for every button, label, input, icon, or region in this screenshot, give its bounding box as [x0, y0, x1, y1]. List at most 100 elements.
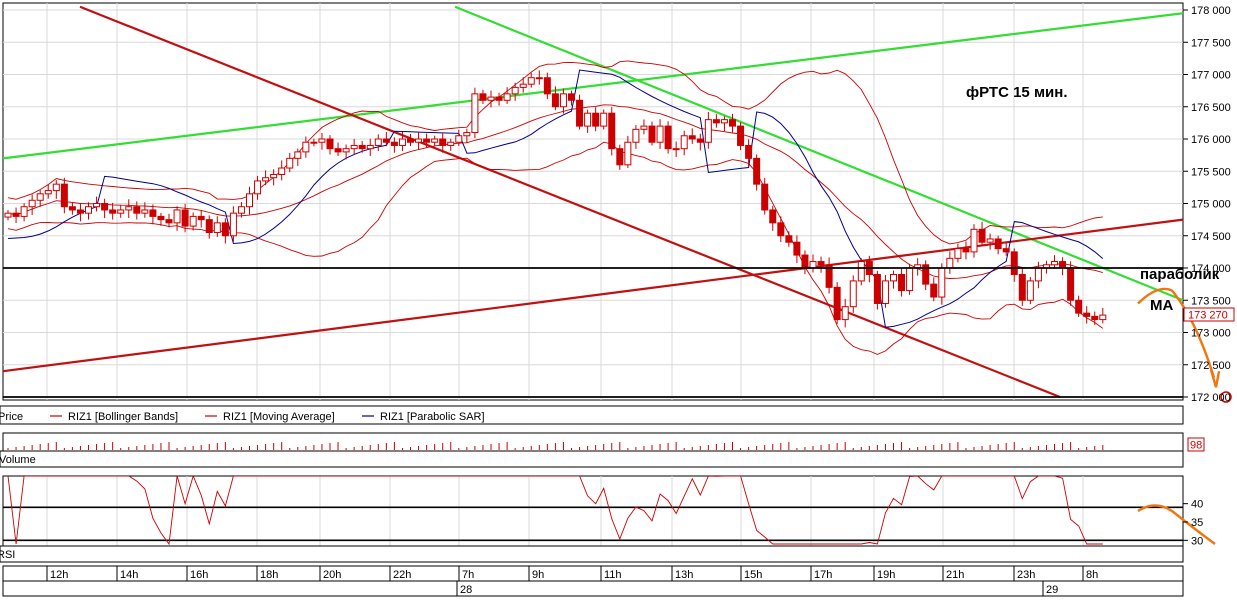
candle	[205, 219, 213, 234]
y-tick-label: 174 000	[1191, 263, 1231, 275]
candle	[761, 183, 769, 211]
candle	[36, 193, 44, 201]
candle	[455, 135, 463, 143]
candle	[624, 141, 632, 166]
candle	[189, 215, 197, 227]
candle	[1002, 248, 1010, 253]
candle	[495, 96, 503, 101]
candle	[44, 190, 52, 195]
candle	[310, 141, 318, 144]
rsi-tick-label: 30	[1191, 535, 1203, 547]
candle	[785, 235, 793, 243]
candle	[326, 138, 334, 150]
candle	[447, 141, 455, 146]
rsi-axis[interactable]: 40 35 30	[1183, 499, 1203, 548]
candle	[600, 112, 608, 127]
time-label: 23h	[1017, 569, 1035, 581]
candle	[374, 138, 382, 146]
forecast-price-arrow	[1137, 287, 1216, 379]
candle	[817, 261, 825, 266]
volume-title-bar	[0, 450, 1184, 468]
legend-item: RIZ1 [Bollinger Bands]	[50, 411, 178, 423]
y-tick-label: 178 000	[1191, 5, 1231, 17]
candle	[970, 228, 978, 253]
y-tick-label: 177 500	[1191, 37, 1231, 49]
chart-annotation-title: фРТС 15 мин.	[966, 84, 1068, 101]
time-label: 20h	[323, 569, 341, 581]
candle	[1026, 280, 1034, 301]
last-price-label: 173 270	[1188, 310, 1228, 322]
candle	[173, 209, 181, 224]
time-label: 21h	[946, 569, 964, 581]
candle	[60, 183, 68, 208]
candle	[809, 261, 817, 269]
green-downtrend-line	[454, 5, 1184, 302]
annotation-ma: МА	[1150, 297, 1173, 314]
volume-value-tag	[1187, 437, 1205, 452]
candle	[616, 148, 624, 166]
candle	[881, 280, 889, 304]
candle	[278, 167, 286, 175]
candle	[1067, 267, 1075, 301]
candle	[978, 228, 986, 243]
candle	[294, 151, 302, 159]
last-price-tag	[1183, 307, 1235, 322]
time-label: 8h	[1086, 569, 1098, 581]
red-uptrend-line	[2, 218, 1184, 373]
candle	[487, 96, 495, 101]
candle	[873, 273, 881, 304]
candle	[101, 203, 109, 211]
candle	[1010, 251, 1018, 275]
candle	[1099, 314, 1107, 321]
y-tick-label: 174 500	[1191, 231, 1231, 243]
candle	[519, 83, 527, 88]
candle	[568, 93, 575, 101]
candle	[1034, 267, 1042, 282]
candle	[302, 141, 310, 153]
candle	[439, 138, 447, 146]
candle	[938, 267, 946, 298]
candle	[648, 125, 656, 143]
candle	[825, 264, 833, 288]
candle	[197, 215, 205, 221]
candle	[423, 138, 431, 143]
candle	[704, 119, 712, 143]
time-axis-labels: 12h 14h 16h 18h 20h 22h 7h 9h 11h 13h 15h 17h 19h 21h…	[46, 566, 1098, 596]
candle	[954, 248, 962, 259]
candle	[334, 148, 342, 153]
volume-pane-label: Volume	[0, 454, 36, 466]
candle	[511, 86, 519, 95]
price-axis[interactable]: 178 000 177 500 177 000 176 500 176 000 175 5…	[1183, 5, 1231, 404]
candle	[962, 248, 970, 253]
y-tick-label: 175 000	[1191, 199, 1231, 211]
candle	[133, 206, 141, 214]
candle	[221, 222, 229, 237]
legend-label: Price	[0, 411, 23, 423]
legend-label: RIZ1 [Moving Average]	[223, 411, 335, 423]
candle	[680, 135, 688, 150]
candle	[76, 209, 84, 214]
trendlines	[2, 5, 1184, 399]
time-label: 9h	[532, 569, 544, 581]
legend: Price RIZ1 [Bollinger Bands] RIZ1 [Moving …	[0, 411, 485, 423]
candle	[672, 148, 680, 151]
candle	[237, 206, 245, 214]
candle	[527, 77, 535, 85]
candle	[898, 273, 906, 292]
legend-label: RIZ1 [Parabolic SAR]	[380, 411, 485, 423]
rsi-tick-label: 40	[1191, 499, 1203, 511]
candle	[801, 254, 809, 269]
time-label: 22h	[393, 569, 411, 581]
rsi-line	[7, 476, 1216, 546]
time-label: 12h	[50, 569, 68, 581]
time-label: 11h	[604, 569, 622, 581]
candle	[262, 177, 270, 182]
parabolic-sar	[7, 69, 1104, 328]
candle	[769, 209, 777, 224]
date-label: 28	[460, 584, 472, 596]
bollinger-upper	[7, 60, 1103, 245]
candle	[85, 206, 92, 214]
candle	[849, 280, 857, 308]
